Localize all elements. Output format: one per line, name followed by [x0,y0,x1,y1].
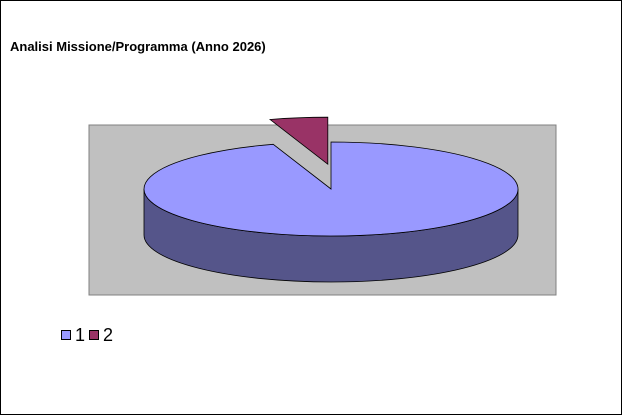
pie-slice-1 [143,141,519,237]
legend-item-2: 2 [89,326,113,344]
chart-title: Analisi Missione/Programma (Anno 2026) [10,39,266,54]
legend-label-1: 1 [75,325,86,345]
pie-slices [143,116,519,283]
legend-item-1: 1 [61,326,85,344]
pie-slice-2 [268,116,329,165]
legend-swatch-2 [89,330,100,340]
legend-swatch-1 [61,330,71,340]
legend-label-2: 2 [103,325,114,345]
